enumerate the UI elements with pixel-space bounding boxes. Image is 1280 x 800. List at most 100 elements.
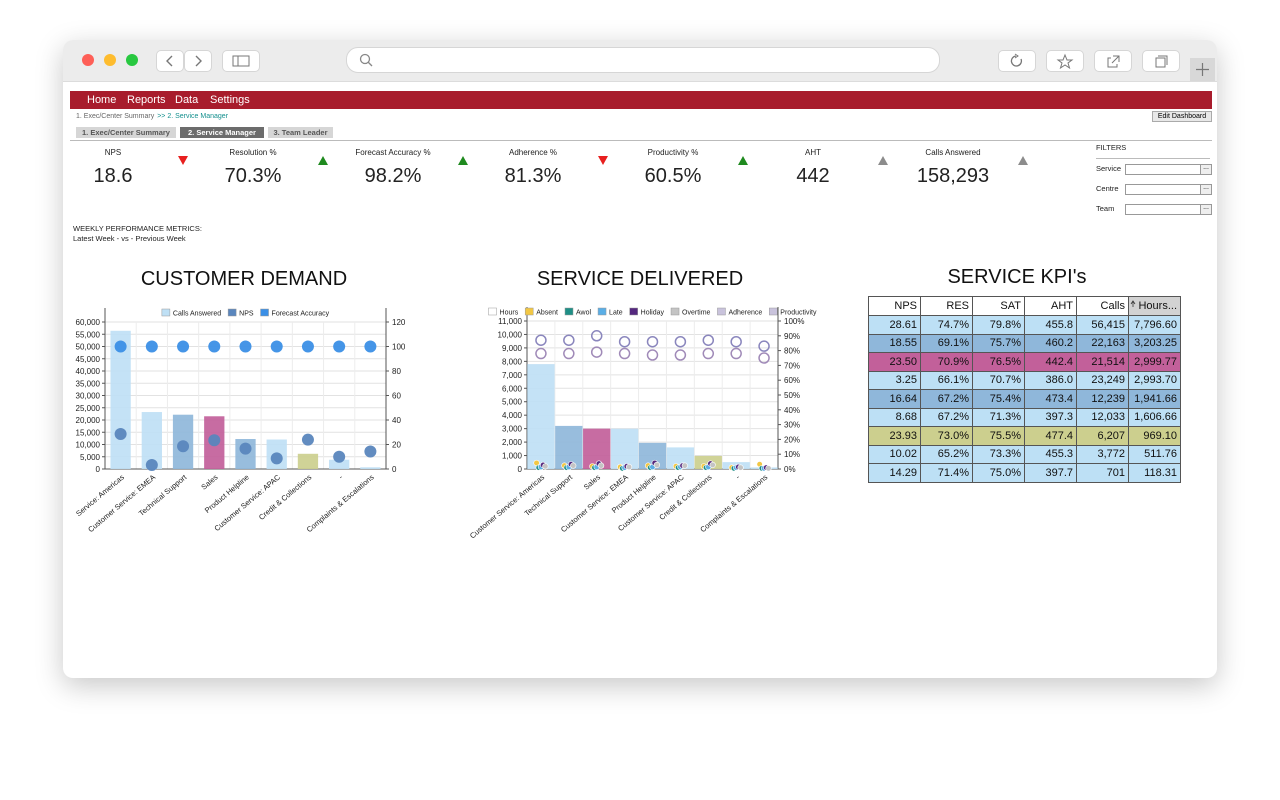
tick-label: 50,000 bbox=[76, 343, 101, 352]
tick-label: 70% bbox=[784, 361, 800, 370]
marker bbox=[114, 427, 127, 440]
column-header[interactable]: AHT bbox=[1024, 296, 1077, 316]
reload-icon bbox=[1010, 53, 1023, 67]
kpi-value: 70.3% bbox=[224, 165, 282, 187]
share-button[interactable] bbox=[1094, 50, 1132, 72]
table-cell: 75.4% bbox=[972, 389, 1025, 409]
sidebar-button[interactable] bbox=[222, 50, 260, 72]
trend-icon bbox=[178, 156, 188, 165]
legend-label: Adherence bbox=[728, 310, 762, 317]
close-button[interactable] bbox=[82, 54, 94, 66]
nav-bar: Home Reports Data Settings bbox=[70, 91, 1212, 109]
marker bbox=[730, 347, 742, 360]
legend-label: Calls Answered bbox=[173, 311, 221, 318]
tick-label: 10,000 bbox=[498, 330, 523, 339]
small-marker bbox=[570, 462, 577, 469]
column-header[interactable]: Hours... bbox=[1128, 296, 1181, 316]
legend-label: Awol bbox=[576, 310, 591, 317]
plus-icon bbox=[1196, 63, 1209, 76]
table-row: 23.50 70.9% 76.5% 442.4 21,514 2,999.77 bbox=[868, 352, 1181, 372]
table-cell: 70.7% bbox=[972, 370, 1025, 390]
table-cell: 66.1% bbox=[920, 370, 973, 390]
kpi-label: Calls Answered bbox=[925, 148, 981, 157]
table-cell: 75.7% bbox=[972, 333, 1025, 353]
tick-label: 15,000 bbox=[76, 428, 101, 437]
table-row: 10.02 65.2% 73.3% 455.3 3,772 511.76 bbox=[868, 444, 1181, 464]
bookmark-button[interactable] bbox=[1046, 50, 1084, 72]
kpi-value: 60.5% bbox=[644, 165, 702, 187]
trend-icon bbox=[1018, 156, 1028, 165]
tab[interactable]: 1. Exec/Center Summary bbox=[76, 127, 176, 138]
tick-label: 80 bbox=[392, 367, 401, 376]
table-cell: 455.8 bbox=[1024, 315, 1077, 335]
marker bbox=[702, 347, 715, 360]
filter-button[interactable]: ... bbox=[1200, 204, 1212, 215]
breadcrumb-item[interactable]: 1. Exec/Center Summary bbox=[76, 113, 155, 120]
marker bbox=[563, 334, 575, 346]
filter-button[interactable]: ... bbox=[1200, 184, 1212, 195]
tick-label: 55,000 bbox=[76, 330, 101, 339]
tick-label: 50% bbox=[784, 391, 800, 400]
table-cell: 3,772 bbox=[1076, 444, 1129, 464]
forward-button[interactable] bbox=[184, 50, 212, 72]
search-icon bbox=[359, 53, 373, 67]
marker bbox=[563, 347, 575, 360]
nav-item[interactable]: Data bbox=[175, 94, 199, 106]
small-marker bbox=[598, 462, 605, 469]
tick-label: 8,000 bbox=[502, 357, 523, 366]
address-bar[interactable] bbox=[346, 47, 940, 73]
legend-swatch bbox=[227, 308, 237, 317]
legend-swatch bbox=[629, 307, 638, 316]
legend-label: Overtime bbox=[682, 310, 711, 317]
tabs-button[interactable] bbox=[1142, 50, 1180, 72]
marker bbox=[114, 340, 127, 353]
tab[interactable]: 3. Team Leader bbox=[268, 127, 333, 138]
legend-label: Late bbox=[609, 310, 623, 317]
breadcrumb: 1. Exec/Center Summary >> 2. Service Mana… bbox=[76, 113, 228, 120]
kpi-value: 81.3% bbox=[504, 165, 562, 187]
legend-swatch bbox=[564, 307, 574, 316]
minimize-button[interactable] bbox=[104, 54, 116, 66]
breadcrumb-item[interactable]: >> 2. Service Manager bbox=[157, 113, 229, 120]
back-button[interactable] bbox=[156, 50, 184, 72]
tick-label: 90% bbox=[784, 332, 800, 341]
reload-button[interactable] bbox=[998, 50, 1036, 72]
tab[interactable]: 2. Service Manager bbox=[180, 127, 264, 138]
maximize-button[interactable] bbox=[126, 54, 138, 66]
table-cell: 1,941.66 bbox=[1128, 389, 1181, 409]
table-cell: 442.4 bbox=[1024, 352, 1077, 372]
tick-label: 7,000 bbox=[502, 371, 523, 380]
chart-title: SERVICE DELIVERED bbox=[537, 268, 743, 290]
tick-label: 35,000 bbox=[76, 379, 101, 388]
trend-arrow bbox=[738, 156, 748, 165]
table-cell: 2,993.70 bbox=[1128, 370, 1181, 390]
nav-item[interactable]: Reports bbox=[127, 94, 166, 106]
filter-button[interactable]: ... bbox=[1200, 164, 1212, 175]
marker bbox=[301, 340, 314, 353]
table-cell: 10.02 bbox=[868, 444, 921, 464]
column-header[interactable]: NPS bbox=[868, 296, 921, 316]
bar bbox=[141, 412, 162, 469]
column-header[interactable]: Calls bbox=[1076, 296, 1129, 316]
column-header[interactable]: RES bbox=[920, 296, 973, 316]
edit-dashboard-button[interactable]: Edit Dashboard bbox=[1152, 111, 1212, 122]
tick-label: 120 bbox=[392, 318, 406, 327]
share-icon bbox=[1107, 55, 1120, 68]
table-cell: 18.55 bbox=[868, 333, 921, 353]
chart: CUSTOMER DEMAND 0 5,000 10,000 15,000 20,000 2… bbox=[74, 268, 406, 534]
marker bbox=[618, 347, 631, 360]
kpi-value: 18.6 bbox=[93, 165, 133, 187]
legend-swatch bbox=[670, 307, 680, 316]
new-tab-button[interactable] bbox=[1190, 58, 1215, 81]
column-header[interactable]: SAT bbox=[972, 296, 1025, 316]
table-cell: 71.3% bbox=[972, 407, 1025, 427]
trend-icon bbox=[598, 156, 608, 165]
table-cell: 23,249 bbox=[1076, 370, 1129, 390]
tick-label: 20% bbox=[784, 435, 800, 444]
nav-item[interactable]: Home bbox=[87, 94, 117, 106]
marker bbox=[590, 330, 603, 342]
trend-arrow bbox=[318, 156, 328, 165]
nav-item[interactable]: Settings bbox=[210, 94, 250, 106]
table-row: 3.25 66.1% 70.7% 386.0 23,249 2,993.70 bbox=[868, 370, 1181, 390]
